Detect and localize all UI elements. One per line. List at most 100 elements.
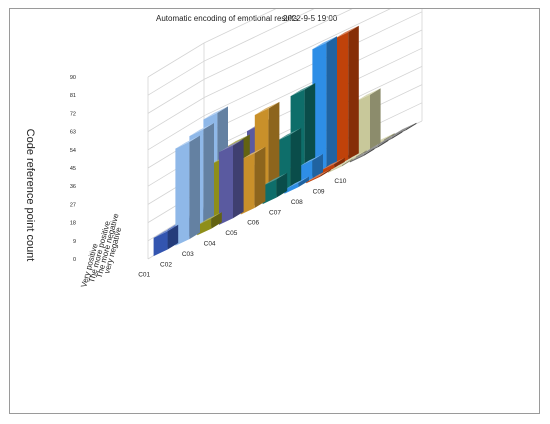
bar-top	[203, 106, 228, 120]
bar-side	[203, 123, 214, 231]
bar-front	[197, 218, 212, 236]
bar	[197, 212, 222, 236]
bar-top	[312, 36, 337, 50]
gridline	[147, 9, 353, 114]
bar	[284, 176, 309, 194]
y-tick-label: 45	[70, 166, 76, 172]
bar-side	[189, 135, 200, 240]
bar-side	[233, 139, 244, 219]
bar-top	[189, 123, 214, 137]
bar	[334, 25, 359, 167]
bar-top	[254, 101, 280, 115]
bar	[175, 135, 200, 246]
y-tick-label: 63	[70, 130, 76, 136]
bar	[240, 146, 266, 215]
y-axis-title: Code reference point count	[24, 129, 36, 262]
y-tick-label: 81	[70, 93, 76, 99]
category-label: C05	[225, 230, 237, 237]
bar-front	[175, 142, 190, 246]
bar-front	[219, 145, 233, 225]
x-tick-labels: C01 C02 C03 C04 C05 C06 C07 C08 C09 C10	[138, 178, 347, 279]
category-label: C10	[334, 178, 346, 185]
bar-top	[377, 131, 403, 145]
bar	[320, 157, 345, 175]
bar-side	[254, 146, 266, 208]
bar	[328, 158, 353, 173]
bar-top	[284, 176, 309, 190]
category-label: C01	[138, 272, 150, 279]
category-label: C02	[160, 261, 172, 268]
bar-side	[334, 157, 345, 169]
y-tick-labels: 0 9 18 27 36 45 54 63 72 81 90	[70, 75, 76, 263]
bar-top	[363, 139, 389, 153]
category-label: C08	[291, 199, 303, 206]
bar	[349, 148, 375, 163]
bar-front	[328, 165, 342, 173]
bar	[219, 139, 244, 225]
bar-side	[298, 176, 309, 188]
bar-top	[240, 146, 266, 160]
bar-top	[349, 148, 375, 162]
y-tick-label: 54	[70, 148, 76, 154]
bar-side	[391, 131, 403, 139]
bar-top	[391, 122, 417, 136]
category-label: C03	[182, 251, 194, 258]
bar-side	[268, 101, 280, 200]
y-tick-label: 72	[70, 111, 76, 117]
bar-side	[363, 148, 375, 156]
bar-top	[262, 172, 288, 186]
bar-top	[320, 157, 345, 171]
bar-side	[370, 88, 381, 150]
bar-front	[262, 179, 277, 205]
y-tick-label: 90	[70, 75, 76, 81]
bar-side	[167, 224, 179, 250]
bar-front	[312, 42, 327, 177]
category-label: C04	[204, 241, 216, 248]
bar-top	[342, 150, 367, 164]
bar-front	[356, 94, 370, 156]
bar-top	[197, 212, 222, 226]
chart-timestamp: 2022-9-5 19:00	[283, 14, 338, 23]
bar-side	[348, 25, 359, 160]
bar-top	[276, 127, 302, 141]
category-label: C06	[247, 220, 259, 227]
bar-side	[276, 172, 288, 198]
bar-side	[326, 36, 337, 171]
chart-canvas: Automatic encoding of emotional results …	[24, 9, 423, 289]
bar-front	[349, 154, 364, 163]
bar-top	[298, 153, 323, 167]
category-label: C07	[269, 209, 281, 216]
bar-side	[312, 153, 323, 179]
y-tick-label: 0	[73, 257, 76, 263]
chart-frame: Automatic encoding of emotional results …	[9, 8, 540, 414]
bar-side	[211, 212, 222, 229]
bar-top	[153, 224, 179, 238]
bar-side	[290, 127, 302, 189]
bar-top	[290, 83, 316, 97]
bar	[262, 172, 288, 205]
bar	[153, 224, 179, 257]
bar-front	[153, 231, 168, 257]
gridline	[147, 11, 423, 151]
bars	[153, 25, 417, 257]
bar-top	[225, 134, 250, 148]
y-tick-label: 18	[70, 221, 76, 227]
bar-side	[405, 122, 417, 131]
y-tick-label: 9	[73, 239, 76, 245]
bar	[312, 36, 337, 177]
bar-front	[284, 183, 299, 194]
bar-top	[175, 135, 200, 149]
bar	[306, 169, 331, 184]
bar-top	[306, 169, 331, 183]
bar-front	[240, 153, 255, 215]
bar-top	[328, 158, 353, 172]
bar-side	[342, 158, 353, 167]
y-tick-label: 36	[70, 184, 76, 190]
bar	[356, 88, 381, 156]
bar-top	[334, 25, 359, 39]
bar-front	[320, 164, 335, 175]
bar-front	[334, 32, 349, 167]
bar-side	[377, 139, 389, 148]
bar-side	[320, 169, 331, 177]
